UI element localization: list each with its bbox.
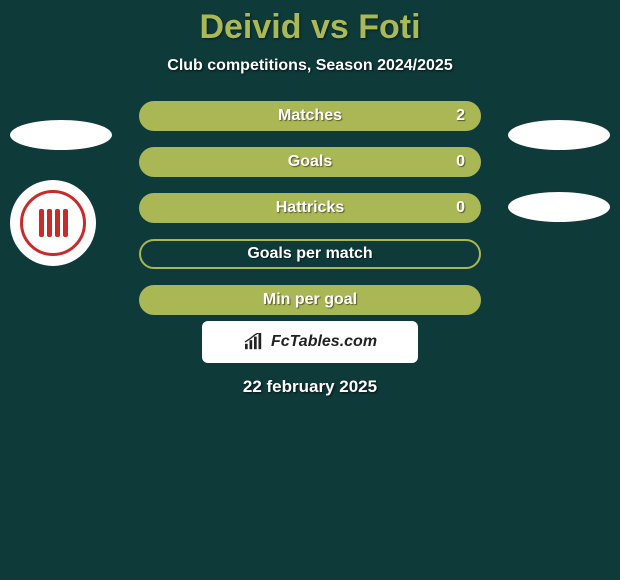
player-right-avatar (508, 120, 610, 150)
left-player-column (10, 120, 112, 266)
stat-row-min-per-goal: Min per goal (139, 285, 481, 315)
stat-label: Min per goal (263, 291, 357, 309)
right-player-column (508, 120, 610, 222)
club-logo-right (508, 192, 610, 222)
stat-row-hattricks: Hattricks 0 (139, 193, 481, 223)
stat-value-right: 0 (456, 153, 465, 171)
comparison-card: Deivid vs Foti Club competitions, Season… (0, 0, 620, 397)
stat-row-goals-per-match: Goals per match (139, 239, 481, 269)
stat-label: Hattricks (276, 199, 344, 217)
page-title: Deivid vs Foti (0, 8, 620, 47)
stats-list: Matches 2 Goals 0 Hattricks 0 Goals per … (139, 101, 481, 315)
stat-value-right: 2 (456, 107, 465, 125)
stat-row-goals: Goals 0 (139, 147, 481, 177)
club-logo-left (10, 180, 96, 266)
club-badge-icon (20, 190, 86, 256)
player-left-avatar (10, 120, 112, 150)
stat-row-matches: Matches 2 (139, 101, 481, 131)
stat-value-right: 0 (456, 199, 465, 217)
attribution-text: FcTables.com (271, 333, 377, 351)
stat-label: Matches (278, 107, 342, 125)
stat-label: Goals (288, 153, 332, 171)
stat-label: Goals per match (247, 245, 372, 263)
subtitle: Club competitions, Season 2024/2025 (0, 57, 620, 75)
chart-icon (243, 333, 265, 351)
attribution-badge[interactable]: FcTables.com (202, 321, 418, 363)
date-label: 22 february 2025 (0, 377, 620, 397)
